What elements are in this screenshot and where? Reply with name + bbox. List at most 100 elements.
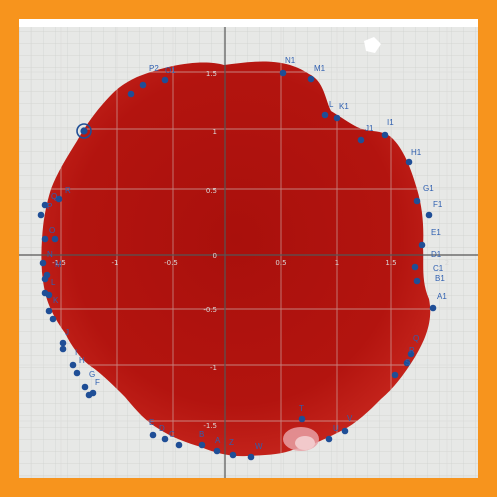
point-label: Q [51,192,57,201]
contour-point[interactable] [51,235,59,243]
points-layer[interactable] [37,69,437,461]
contour-point[interactable] [418,241,426,249]
point-label: K [53,296,59,305]
point-label: E1 [431,228,441,237]
y-tick-label: 0 [213,252,217,260]
contour-point[interactable] [149,431,157,439]
point-label: D1 [431,250,442,259]
point-label: Z [229,438,234,447]
contour-point[interactable] [161,76,169,84]
pale-patch-core [295,436,315,450]
x-tick-label: -1.5 [52,259,66,267]
point-label: D [159,424,165,433]
point-label: S [405,358,410,367]
point-label: F1 [433,200,443,209]
point-label: L [329,100,334,109]
contour-point[interactable] [429,304,437,312]
contour-point[interactable] [381,131,389,139]
point-label: R [409,346,415,355]
contour-point[interactable] [321,111,329,119]
contour-point[interactable] [85,391,93,399]
point-label: L [51,278,56,287]
contour-point[interactable] [407,350,415,358]
x-tick-label: 2 [445,259,449,267]
point-label: A [215,436,221,445]
x-tick-label: 1 [335,259,339,267]
contour-point[interactable] [139,81,147,89]
photo-top-edge [19,19,478,27]
y-tick-label: 1.5 [206,70,217,78]
contour-point[interactable] [49,315,57,323]
contour-point[interactable] [69,361,77,369]
point-label: H1 [411,148,422,157]
contour-point[interactable] [425,211,433,219]
contour-point[interactable] [298,415,306,423]
point-label: F [95,378,100,387]
contour-point[interactable] [41,201,49,209]
contour-point[interactable] [59,339,67,347]
contour-point[interactable] [247,453,255,461]
point-label: A1 [437,292,447,301]
contour-point[interactable] [325,435,333,443]
contour-point[interactable] [59,345,67,353]
point-label: U [333,424,339,433]
contour-point[interactable] [307,75,315,83]
contour-point[interactable] [175,441,183,449]
point-label: M1 [314,64,326,73]
y-tick-label: -1.5 [203,422,217,430]
contour-point[interactable] [279,69,287,77]
x-tick-label: -0.5 [164,259,178,267]
contour-point[interactable] [341,427,349,435]
contour-point[interactable] [413,277,421,285]
contour-point[interactable] [45,291,53,299]
contour-point[interactable] [73,369,81,377]
contour-point[interactable] [55,195,63,203]
white-speck [364,37,381,53]
point-label: V [347,414,353,423]
point-label: N1 [285,56,296,65]
point-label: I1 [387,118,394,127]
point-label: R [65,186,71,195]
contour-point[interactable] [213,447,221,455]
geogebra-canvas[interactable]: 1.5 1 0.5 0 -0.5 -1 -1.5 -1.5 -1 -0.5 0.5 1 1.5 2 P2 O… [19,19,478,478]
point-label: C1 [433,264,444,273]
point-label: G1 [423,184,434,193]
red-stain [41,61,431,457]
tick-labels: 1.5 1 0.5 0 -0.5 -1 -1.5 -1.5 -1 -0.5 0.5 1 1.5 2 [52,70,449,430]
contour-point[interactable] [45,307,53,315]
point-label: O1 [165,66,176,75]
contour-point[interactable] [41,235,49,243]
point-label: C [169,430,175,439]
point-label: P2 [149,64,159,73]
contour-point[interactable] [81,383,89,391]
contour-point[interactable] [403,359,411,367]
contour-point[interactable] [413,197,421,205]
canvas-svg[interactable]: 1.5 1 0.5 0 -0.5 -1 -1.5 -1.5 -1 -0.5 0.5 1 1.5 2 P2 O… [19,19,478,478]
contour-point[interactable] [39,259,47,267]
contour-point[interactable] [37,211,45,219]
x-tick-label: -1 [112,259,119,267]
x-tick-label: 0.5 [275,259,286,267]
point-label: J [65,328,69,337]
contour-point[interactable] [229,451,237,459]
point-label: T [299,404,304,413]
contour-point[interactable] [357,136,365,144]
contour-point[interactable] [411,263,419,271]
contour-point[interactable] [405,158,413,166]
point-label: E [149,418,154,427]
contour-point[interactable] [391,371,399,379]
contour-point[interactable] [333,114,341,122]
point-label: H [79,356,85,365]
point-label: G [89,370,95,379]
x-tick-label: 1.5 [385,259,396,267]
point-label: O [49,226,55,235]
point-label: I [75,348,77,357]
contour-point[interactable] [127,90,135,98]
contour-point[interactable] [41,275,49,283]
target-ring-icon[interactable] [76,123,92,139]
contour-point[interactable] [198,441,206,449]
point-label: B1 [435,274,445,283]
contour-point[interactable] [161,435,169,443]
